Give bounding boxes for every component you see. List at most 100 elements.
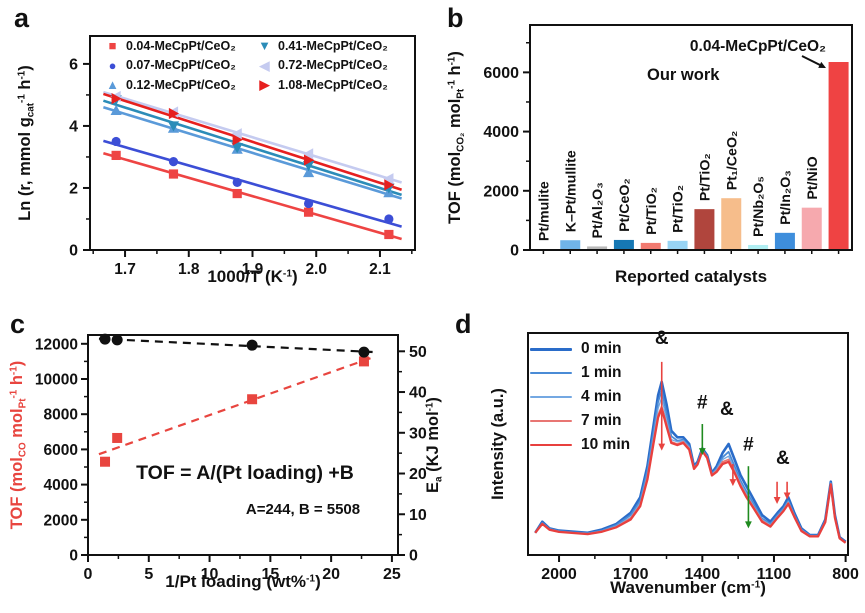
ea-data-point — [358, 346, 370, 358]
series-fit-line — [102, 99, 403, 197]
panel-c: c 0 5 10 15 20 25 0 2000 4000 6000 8000 10000 12000 0… — [0, 307, 444, 613]
bar-label: Pt/NiO — [805, 156, 821, 199]
spectrum-line — [534, 407, 847, 544]
y-tick-label: 2000 — [483, 183, 519, 200]
equation-params-text: A=244, B = 5508 — [246, 501, 360, 518]
equation-text: TOF = A/(Pt loading) +B — [136, 462, 354, 484]
data-point-marker — [303, 198, 314, 209]
annotation-arrowhead — [745, 521, 752, 529]
x-tick-label: 2.0 — [305, 261, 327, 278]
bar-label: Pt/TiO₂ — [697, 153, 713, 201]
x-tick-label: 1100 — [757, 566, 792, 583]
left-y-tick-label: 12000 — [35, 336, 78, 353]
legend-marker-icon: ◀ — [259, 57, 270, 73]
bar-label: K–Pt/mullite — [563, 150, 579, 232]
panel-a-legend: ■ 0.04-MeCpPt/CeO₂ ● 0.07-MeCpPt/CeO₂ ▲ 0.12-… — [104, 36, 418, 95]
legend-item: ▲ 0.12-MeCpPt/CeO₂ — [104, 78, 256, 92]
x-tick-label: 2.1 — [369, 261, 391, 278]
panel-d-chart: 2000 1700 1400 1100 800&# &#& — [527, 328, 859, 583]
tof-data-point — [247, 394, 258, 405]
y-tick-label: 4 — [69, 118, 78, 135]
panel-d-x-axis-title: Wavenumber (cm-1) — [610, 578, 766, 597]
annotation-arrowhead — [658, 443, 666, 451]
legend-marker-icon: ■ — [108, 38, 117, 54]
bar — [613, 239, 634, 250]
legend-item: ▶ 1.08-MeCpPt/CeO₂ — [256, 78, 418, 92]
legend-item: 4 min — [530, 385, 630, 409]
legend-label: 0 min — [581, 340, 622, 357]
panel-c-left-axis-title: TOF (molCO molPt-1 h-1) — [8, 360, 29, 530]
x-tick-label: 5 — [144, 566, 153, 583]
bar — [560, 240, 581, 250]
y-tick-label: 0 — [510, 243, 519, 260]
data-point-marker — [384, 179, 395, 191]
legend-marker-icon: ▼ — [258, 38, 271, 54]
bar — [801, 207, 822, 250]
left-y-tick-label: 4000 — [44, 477, 78, 494]
data-point-marker — [384, 229, 394, 240]
bar — [828, 62, 849, 251]
annotation-arrow — [801, 55, 822, 67]
panel-a: a 1.7 1.8 1.9 2.0 2.1 0 2 4 6 Ln (r, mmol gcat-1… — [0, 0, 432, 306]
data-point-marker — [111, 93, 122, 105]
legend-label: 7 min — [581, 412, 622, 429]
series-fit-line — [103, 151, 402, 241]
plot-frame — [87, 334, 399, 556]
right-y-tick-label: 50 — [409, 344, 427, 361]
annotation-arrowhead — [698, 448, 706, 456]
x-tick-label: 10 — [201, 566, 219, 583]
legend-label: 0.04-MeCpPt/CeO₂ — [126, 38, 236, 53]
bar — [748, 244, 769, 250]
legend-item: ■ 0.04-MeCpPt/CeO₂ — [104, 39, 256, 53]
legend-item: 1 min — [530, 361, 630, 385]
legend-label: 0.12-MeCpPt/CeO₂ — [126, 77, 236, 92]
legend-item: ▼ 0.41-MeCpPt/CeO₂ — [256, 39, 418, 53]
annotation-text: 0.04-MeCpPt/CeO₂ — [690, 38, 826, 55]
right-y-tick-label: 20 — [409, 466, 427, 483]
legend-label: 4 min — [581, 388, 622, 405]
panel-c-chart: 0 5 10 15 20 25 0 2000 4000 6000 8000 10000 12000 0 10… — [35, 333, 427, 583]
x-tick-label: 15 — [261, 566, 279, 583]
y-tick-label: 0 — [69, 243, 78, 260]
x-tick-label: 800 — [832, 566, 859, 583]
panel-b: b 0 2000 4000 6000 Pt/mulite K–Pt/mullite Pt/A… — [432, 0, 865, 306]
bar-label: Pt/TiO₂ — [671, 185, 687, 233]
annotation-arrowhead — [773, 496, 781, 504]
bar-label: Pt₁/CeO₂ — [724, 131, 740, 190]
tof-data-point — [358, 356, 369, 367]
left-y-tick-label: 8000 — [44, 407, 78, 424]
legend-marker-icon: ▲ — [106, 77, 119, 93]
x-tick-label: 1.7 — [114, 261, 136, 278]
legend-item: ◀ 0.72-MeCpPt/CeO₂ — [256, 58, 418, 72]
data-point-marker — [110, 104, 122, 116]
legend-line-icon — [530, 347, 572, 351]
annotation-arrowhead — [729, 479, 737, 487]
series-fit-line — [103, 139, 402, 228]
annotation-text: & — [720, 399, 734, 420]
data-point-marker — [232, 177, 242, 187]
data-point-marker — [302, 148, 314, 160]
panel-a-y-axis-title: Ln (r, mmol gcat-1 h-1) — [16, 65, 37, 221]
x-tick-label: 0 — [84, 566, 93, 583]
panel-b-y-axis-title: TOF (molCO₂ molPt-1 h-1) — [446, 51, 467, 224]
legend-line-icon — [530, 443, 572, 447]
panel-d-label: d — [455, 309, 472, 339]
annotation-text: # — [743, 435, 754, 456]
data-point-marker — [303, 207, 314, 217]
ea-data-point — [246, 339, 258, 351]
x-tick-label: 2000 — [541, 566, 577, 583]
data-point-marker — [302, 166, 315, 178]
left-y-tick-label: 10000 — [35, 372, 78, 389]
annotation-arrowhead — [783, 492, 791, 500]
data-point-marker — [303, 154, 315, 166]
tof-trend-line — [98, 356, 372, 456]
legend-line-icon — [530, 396, 572, 398]
panel-d-legend: 0 min 1 min 4 min 7 min 10 min — [530, 337, 630, 457]
data-point-marker — [231, 143, 243, 154]
x-tick-label: 1400 — [685, 566, 721, 583]
tof-data-point — [100, 456, 111, 467]
data-point-marker — [231, 128, 242, 140]
legend-marker-icon: ● — [108, 57, 117, 73]
series-fit-line — [103, 90, 402, 184]
legend-item: 7 min — [530, 409, 630, 433]
